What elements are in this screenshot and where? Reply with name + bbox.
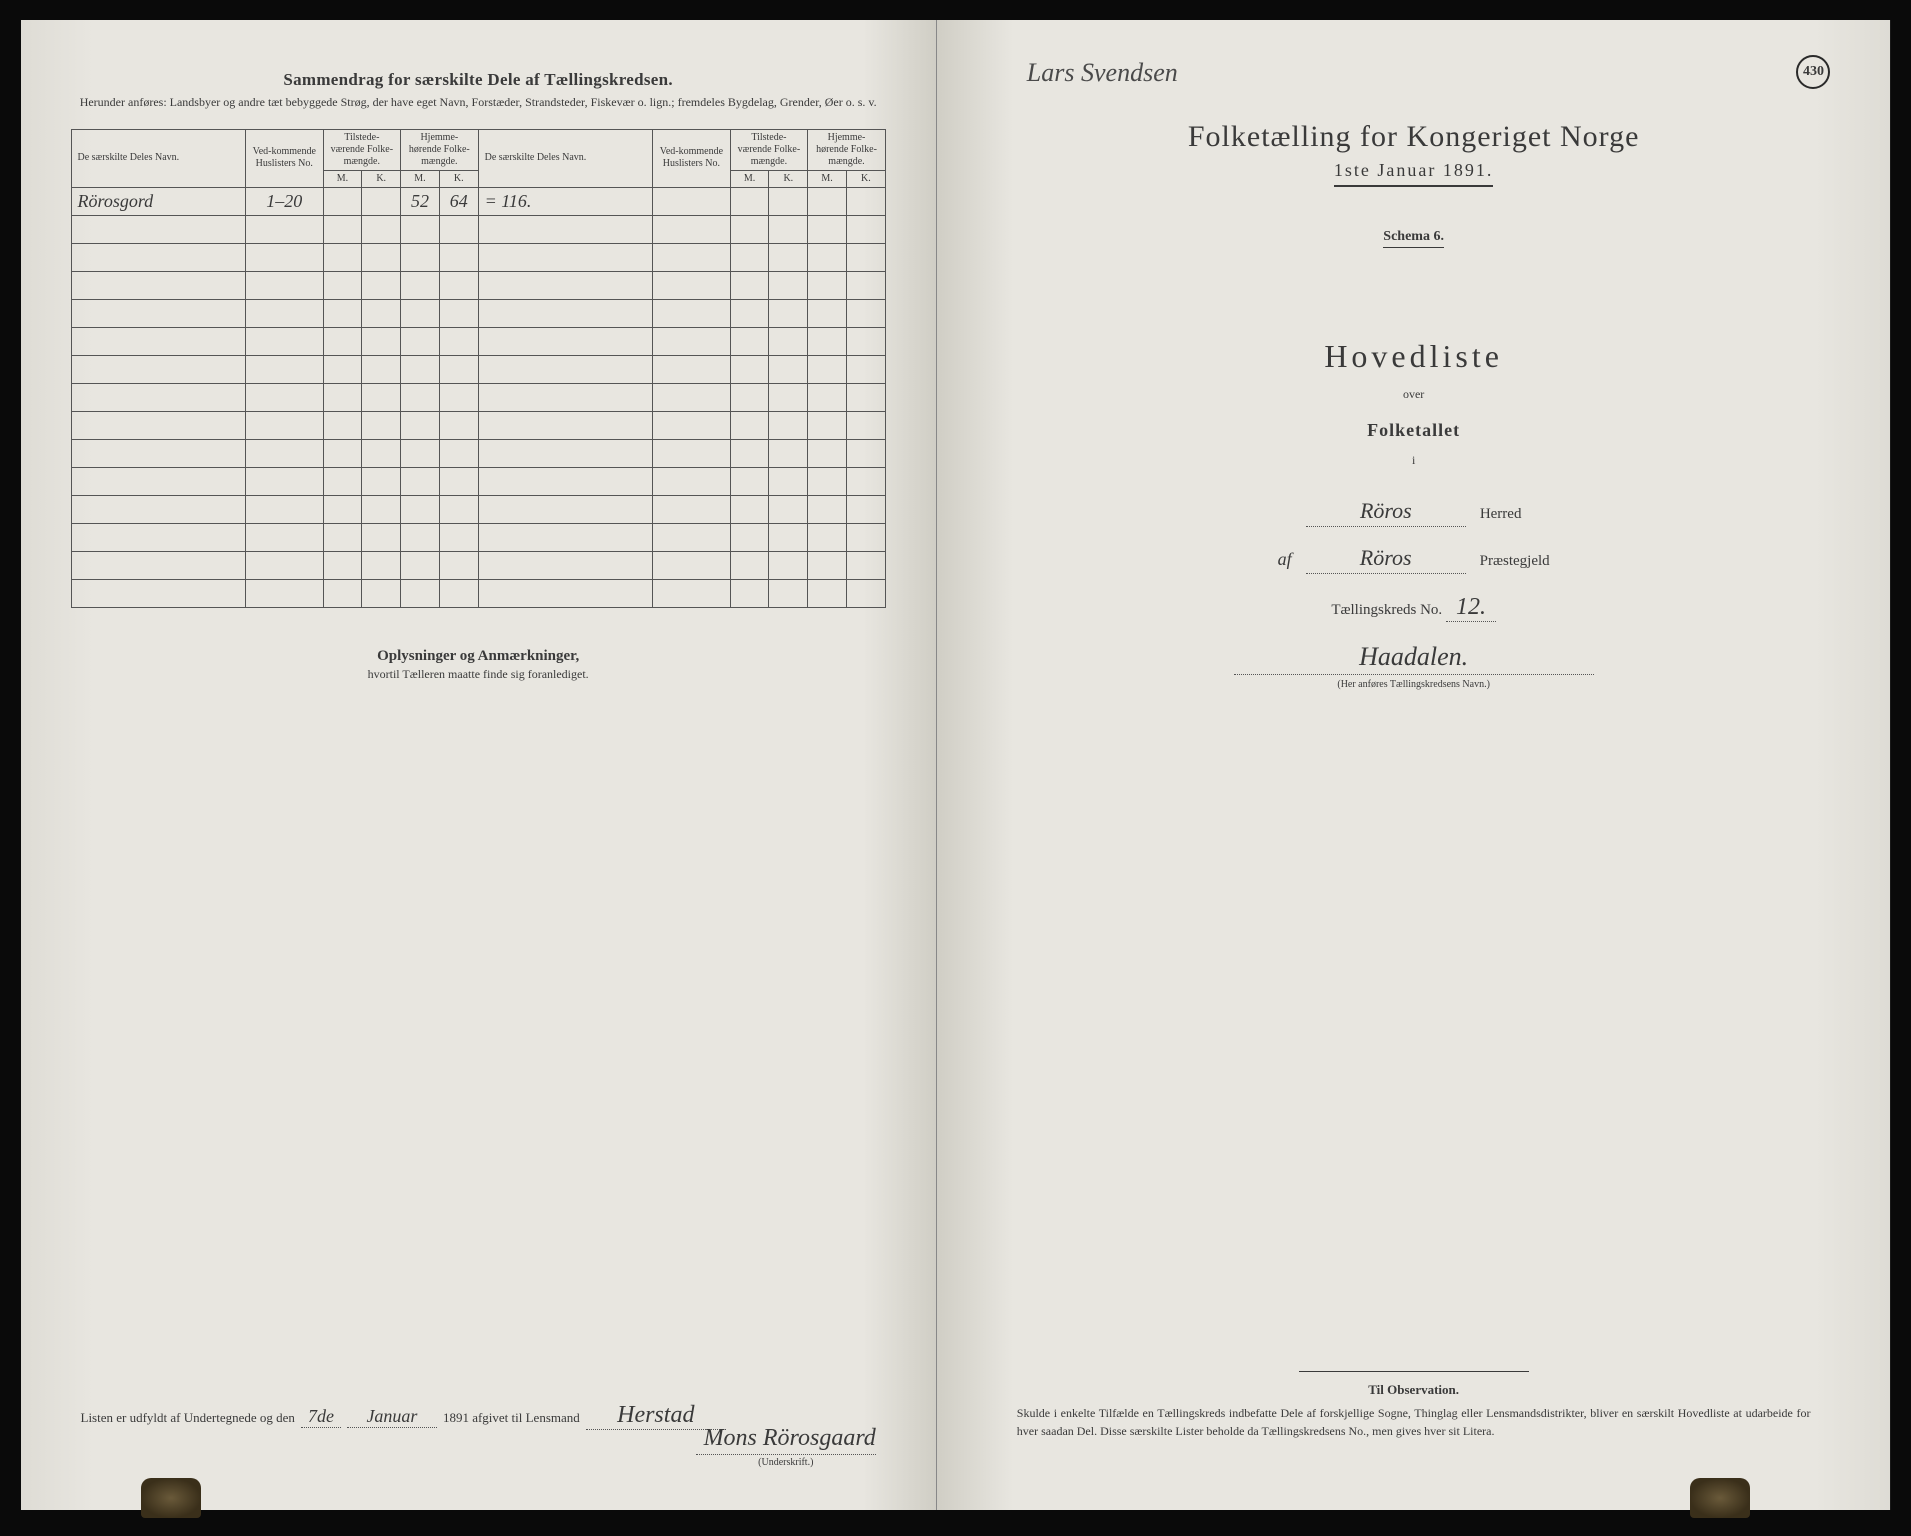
table-row [71, 355, 885, 383]
main-title: Folketælling for Kongeriget Norge [987, 120, 1841, 154]
praestegjeld-row: af Röros Præstegjeld [987, 545, 1841, 574]
table-row [71, 299, 885, 327]
kreds-name-row: Haadalen. (Her anføres Tællingskredsens … [987, 642, 1841, 690]
table-row [71, 579, 885, 607]
oplys-title: Oplysninger og Anmærkninger, [71, 648, 886, 665]
table-row [71, 439, 885, 467]
binding-clip-icon [141, 1478, 201, 1518]
cell-tm [323, 187, 362, 215]
kreds-row: Tællingskreds No. 12. [987, 594, 1841, 622]
kreds-caption: (Her anføres Tællingskredsens Navn.) [987, 679, 1841, 690]
attest-year: 1891 afgivet til Lensmand [443, 1410, 580, 1426]
right-content: Folketælling for Kongeriget Norge 1ste J… [987, 120, 1841, 690]
cell-name: Rörosgord [71, 187, 246, 215]
table-row: Rörosgord 1–20 52 64 = 116. [71, 187, 885, 215]
cell-hk: 64 [439, 187, 478, 215]
th-m: M. [808, 170, 847, 187]
cell-tk [362, 187, 401, 215]
cell-hm: 52 [401, 187, 440, 215]
left-subtitle: Herunder anføres: Landsbyer og andre tæt… [71, 94, 886, 111]
herred-value: Röros [1306, 498, 1466, 527]
herred-label: Herred [1480, 506, 1522, 523]
table-row [71, 383, 885, 411]
signature-block: Mons Rörosgaard (Underskrift.) [21, 1425, 876, 1470]
th-k: K. [846, 170, 885, 187]
binding-clip-icon [1690, 1478, 1750, 1518]
handwritten-annotation: Lars Svendsen [1027, 58, 1178, 88]
book-spread: Sammendrag for særskilte Dele af Tælling… [21, 20, 1891, 1510]
th-m: M. [323, 170, 362, 187]
praestegjeld-value: Röros [1306, 545, 1466, 574]
th-hjemme: Hjemme-hørende Folke-mængde. [401, 129, 479, 170]
hovedliste-heading: Hovedliste [987, 338, 1841, 375]
observation-body: Skulde i enkelte Tilfælde en Tællingskre… [1017, 1404, 1811, 1440]
herred-row: Röros Herred [987, 498, 1841, 527]
signature: Mons Rörosgaard [21, 1425, 876, 1452]
th-k: K. [439, 170, 478, 187]
observation-title: Til Observation. [1017, 1382, 1811, 1398]
schema-label: Schema 6. [1383, 229, 1444, 248]
over-label: over [987, 387, 1841, 402]
kreds-label: Tællingskreds No. [1331, 602, 1442, 618]
th-name: De særskilte Deles Navn. [71, 129, 246, 187]
th-k: K. [362, 170, 401, 187]
table-row [71, 411, 885, 439]
table-row [71, 495, 885, 523]
th-no: Ved-kommende Huslisters No. [246, 129, 324, 187]
signature-label: (Underskrift.) [696, 1454, 876, 1468]
main-date: 1ste Januar 1891. [1334, 160, 1493, 187]
table-row [71, 523, 885, 551]
observation-block: Til Observation. Skulde i enkelte Tilfæl… [1017, 1363, 1811, 1440]
th-m: M. [730, 170, 769, 187]
cell-no: 1–20 [246, 187, 324, 215]
census-table: De særskilte Deles Navn. Ved-kommende Hu… [71, 129, 886, 608]
table-row [71, 467, 885, 495]
table-row [71, 271, 885, 299]
th-hjemme-2: Hjemme-hørende Folke-mængde. [808, 129, 886, 170]
divider-icon [1299, 1371, 1529, 1372]
th-m: M. [401, 170, 440, 187]
table-row [71, 215, 885, 243]
table-row [71, 243, 885, 271]
folketallet-label: Folketallet [987, 420, 1841, 441]
left-title: Sammendrag for særskilte Dele af Tælling… [71, 70, 886, 90]
right-page: Lars Svendsen 430 Folketælling for Konge… [937, 20, 1891, 1510]
af-prefix: af [1278, 549, 1292, 570]
th-k: K. [769, 170, 808, 187]
i-label: i [987, 453, 1841, 468]
kreds-number: 12. [1446, 594, 1496, 622]
oplys-subtitle: hvortil Tælleren maatte finde sig foranl… [71, 667, 886, 682]
left-page: Sammendrag for særskilte Dele af Tælling… [21, 20, 937, 1510]
th-tilstede-2: Tilstede-værende Folke-mængde. [730, 129, 808, 170]
th-name-2: De særskilte Deles Navn. [478, 129, 653, 187]
kreds-name-value: Haadalen. [1234, 642, 1594, 675]
praestegjeld-label: Præstegjeld [1480, 553, 1550, 570]
page-number: 430 [1796, 55, 1830, 89]
th-tilstede: Tilstede-værende Folke-mængde. [323, 129, 401, 170]
th-no-2: Ved-kommende Huslisters No. [653, 129, 731, 187]
table-row [71, 327, 885, 355]
table-row [71, 551, 885, 579]
attest-prefix: Listen er udfyldt af Undertegnede og den [81, 1410, 295, 1426]
cell-total: = 116. [478, 187, 653, 215]
